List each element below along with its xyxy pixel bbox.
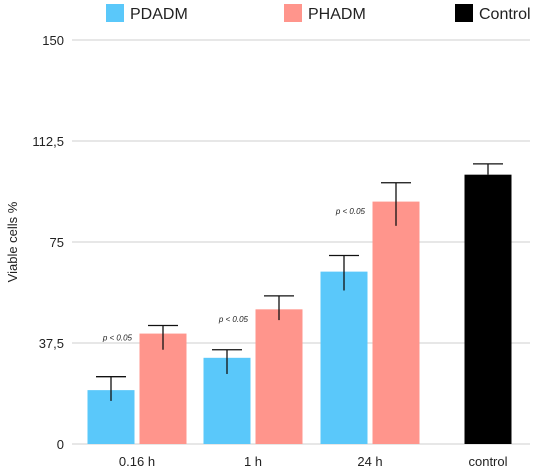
y-tick-label: 37,5 [39, 336, 64, 351]
legend: PDADM PHADM Control [106, 4, 531, 23]
x-axis-labels: 0.16 h 1 h 24 h control [119, 454, 508, 469]
x-tick-label: control [468, 454, 507, 469]
bar-phadm-24-h [372, 201, 420, 444]
p-value-annotation: p < 0.05 [335, 207, 366, 216]
y-tick-label: 0 [57, 437, 64, 452]
y-tick-label: 75 [50, 235, 64, 250]
bar-control-control [464, 174, 512, 444]
y-axis-title: Viable cells % [5, 201, 20, 282]
error-bars [96, 163, 503, 401]
bar-phadm-0-16-h [139, 333, 187, 444]
y-tick-label: 112,5 [32, 134, 64, 149]
p-value-annotation: p < 0.05 [102, 334, 133, 343]
bar-phadm-1-h [255, 309, 303, 444]
legend-swatch-control [455, 4, 473, 22]
legend-swatch-phadm [284, 4, 302, 22]
annotations: p < 0.05 p < 0.05 p < 0.05 [102, 207, 366, 343]
legend-swatch-pdadm [106, 4, 124, 22]
bars [87, 174, 512, 444]
legend-label-pdadm: PDADM [130, 6, 188, 23]
x-tick-label: 24 h [357, 454, 382, 469]
legend-label-phadm: PHADM [308, 6, 366, 23]
p-value-annotation: p < 0.05 [218, 315, 249, 324]
x-tick-label: 1 h [244, 454, 262, 469]
legend-label-control: Control [479, 6, 531, 23]
y-axis-ticks: 0 37,5 75 112,5 150 [32, 33, 64, 452]
x-tick-label: 0.16 h [119, 454, 155, 469]
y-tick-label: 150 [42, 33, 64, 48]
bar-pdadm-24-h [320, 271, 368, 444]
